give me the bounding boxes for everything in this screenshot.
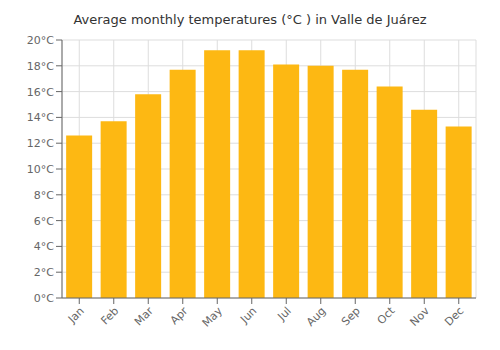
svg-text:8°C: 8°C	[34, 189, 54, 202]
svg-text:Aug: Aug	[304, 304, 328, 328]
svg-text:Jan: Jan	[65, 304, 87, 326]
svg-text:May: May	[200, 304, 226, 330]
svg-text:Jun: Jun	[237, 304, 259, 326]
svg-text:12°C: 12°C	[27, 137, 54, 150]
svg-text:0°C: 0°C	[34, 292, 54, 305]
svg-text:14°C: 14°C	[27, 111, 54, 124]
svg-text:10°C: 10°C	[27, 163, 54, 176]
svg-text:18°C: 18°C	[27, 60, 54, 73]
svg-text:Apr: Apr	[168, 304, 191, 327]
svg-text:20°C: 20°C	[27, 34, 54, 47]
svg-text:Oct: Oct	[375, 304, 398, 327]
svg-text:Jul: Jul	[275, 304, 294, 323]
svg-text:Dec: Dec	[442, 304, 466, 328]
svg-text:Feb: Feb	[98, 304, 121, 327]
svg-text:16°C: 16°C	[27, 86, 54, 99]
html-text:Average monthly temperatures (: Average monthly temperatures (°C ) in Va…	[73, 12, 427, 27]
svg-text:Nov: Nov	[408, 304, 433, 329]
svg-text:6°C: 6°C	[34, 215, 54, 228]
svg-text:Mar: Mar	[132, 304, 156, 328]
svg-text:2°C: 2°C	[34, 266, 54, 279]
svg-text:4°C: 4°C	[34, 240, 54, 253]
svg-text:Sep: Sep	[339, 304, 363, 328]
